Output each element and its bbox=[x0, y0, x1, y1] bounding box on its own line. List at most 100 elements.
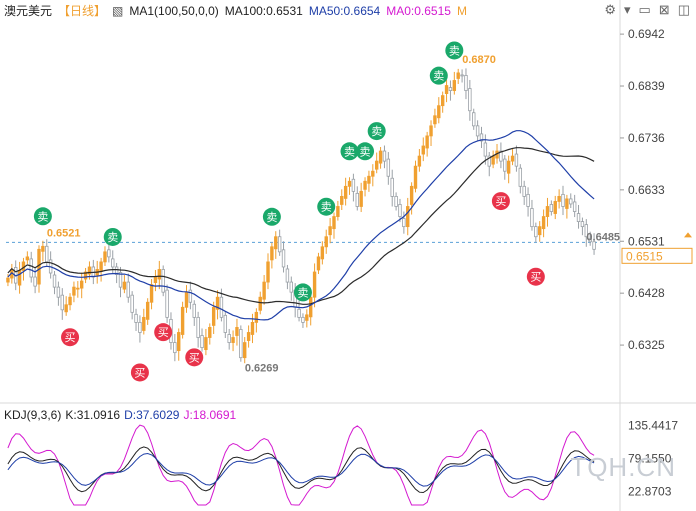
candle-body bbox=[510, 155, 515, 162]
candle-body bbox=[297, 308, 301, 318]
candle-body bbox=[499, 150, 503, 162]
candle-body bbox=[107, 249, 111, 258]
candle-body bbox=[506, 160, 511, 174]
candle-body bbox=[258, 296, 262, 311]
candle-body bbox=[588, 238, 592, 243]
candle-body bbox=[33, 276, 37, 287]
candle-body bbox=[382, 150, 387, 162]
candle-body bbox=[41, 245, 45, 252]
candle-body bbox=[390, 177, 394, 197]
candle-body bbox=[45, 245, 49, 263]
buy-marker bbox=[130, 363, 149, 382]
buy-marker bbox=[61, 328, 80, 347]
candle-body bbox=[211, 306, 216, 326]
candle-body bbox=[134, 313, 138, 323]
candle-body bbox=[359, 190, 363, 207]
chevron-down-icon[interactable]: ▾ bbox=[623, 2, 631, 17]
candle-body bbox=[448, 87, 453, 91]
candle-body bbox=[6, 277, 10, 283]
candle-body bbox=[21, 261, 26, 271]
candle-body bbox=[200, 335, 204, 348]
period-label[interactable]: 【日线】 bbox=[58, 4, 107, 18]
candle-body bbox=[188, 289, 193, 303]
candle-body bbox=[165, 289, 169, 318]
minimize-icon[interactable]: ▭ bbox=[638, 2, 651, 17]
ma50-line bbox=[7, 130, 595, 321]
y-tick-label: 0.6633 bbox=[628, 183, 665, 197]
buy-marker-label: 买 bbox=[530, 271, 541, 284]
candle-body bbox=[68, 296, 72, 306]
candle-body bbox=[491, 155, 495, 165]
sell-marker bbox=[340, 142, 359, 161]
kdj-d-value: D:37.6029 bbox=[124, 408, 180, 422]
candle-body bbox=[340, 195, 344, 205]
candle-body bbox=[235, 327, 239, 336]
kdj-tick-label: 79.1550 bbox=[628, 452, 672, 466]
ma-indicator-icon[interactable]: ▧ bbox=[112, 4, 124, 18]
candle-body bbox=[561, 193, 565, 207]
candle-body bbox=[149, 284, 154, 303]
candle-body bbox=[161, 269, 165, 293]
candle-body bbox=[118, 272, 123, 288]
kdj-header: KDJ(9,3,6) K:31.0916 D:37.6029 J:18.0691 bbox=[4, 408, 240, 422]
candle-body bbox=[301, 316, 305, 323]
sell-marker bbox=[262, 207, 281, 226]
candle-body bbox=[72, 286, 76, 296]
sell-marker-label: 卖 bbox=[344, 145, 355, 158]
ma100-line bbox=[7, 147, 595, 305]
maximize-icon[interactable]: ◫ bbox=[677, 2, 690, 17]
candle-body bbox=[305, 314, 309, 321]
sell-marker-label: 卖 bbox=[321, 201, 332, 214]
close-icon[interactable]: ⊠ bbox=[658, 2, 670, 17]
candle-body bbox=[557, 195, 561, 202]
candle-body bbox=[437, 105, 441, 119]
candle-body bbox=[374, 160, 379, 170]
candle-body bbox=[79, 280, 84, 289]
candle-body bbox=[534, 226, 538, 238]
candle-body bbox=[266, 261, 270, 283]
y-tick-label: 0.6942 bbox=[628, 27, 665, 41]
sell-marker-label: 卖 bbox=[37, 210, 48, 223]
candle-body bbox=[549, 204, 554, 212]
candle-body bbox=[347, 180, 352, 187]
marker-m: M bbox=[456, 4, 467, 18]
candle-body bbox=[270, 246, 274, 261]
buy-marker-label: 买 bbox=[65, 331, 76, 344]
candle-body bbox=[219, 296, 224, 318]
candle-body bbox=[254, 311, 259, 323]
y-tick-label: 0.6428 bbox=[628, 286, 665, 300]
price-tag-label: 0.6515 bbox=[626, 249, 663, 263]
candle-body bbox=[180, 306, 185, 335]
price-annotation: 0.6521 bbox=[47, 227, 81, 239]
candle-body bbox=[452, 80, 457, 91]
candle-body bbox=[394, 195, 398, 207]
candle-body bbox=[184, 291, 189, 308]
kdj-tick-label: 22.8703 bbox=[628, 485, 672, 499]
candle-body bbox=[37, 248, 41, 285]
candle-body bbox=[584, 224, 588, 238]
candle-body bbox=[281, 249, 286, 268]
candle-body bbox=[336, 206, 340, 217]
sell-marker bbox=[356, 142, 375, 161]
candle-body bbox=[99, 261, 103, 272]
candle-body bbox=[25, 256, 30, 261]
candle-body bbox=[289, 281, 293, 293]
candle-body bbox=[518, 167, 523, 187]
candle-body bbox=[332, 216, 336, 230]
ma0-value: MA0:0.6515 bbox=[386, 4, 451, 18]
toolbar: ⚙ ▾ ▭ ⊠ ◫ bbox=[596, 2, 690, 18]
candle-body bbox=[111, 258, 115, 268]
candle-body bbox=[60, 294, 64, 311]
candle-body bbox=[320, 246, 325, 260]
sell-marker-label: 卖 bbox=[433, 70, 444, 83]
candle-body bbox=[402, 218, 406, 228]
candle-body bbox=[316, 256, 321, 271]
candle-body bbox=[239, 329, 243, 359]
candle-body bbox=[475, 125, 480, 137]
candle-body bbox=[468, 88, 472, 112]
candle-body bbox=[153, 276, 158, 283]
candle-body bbox=[514, 153, 519, 167]
gear-icon[interactable]: ⚙ bbox=[604, 2, 616, 17]
candle-body bbox=[541, 216, 546, 230]
candle-body bbox=[177, 332, 181, 352]
